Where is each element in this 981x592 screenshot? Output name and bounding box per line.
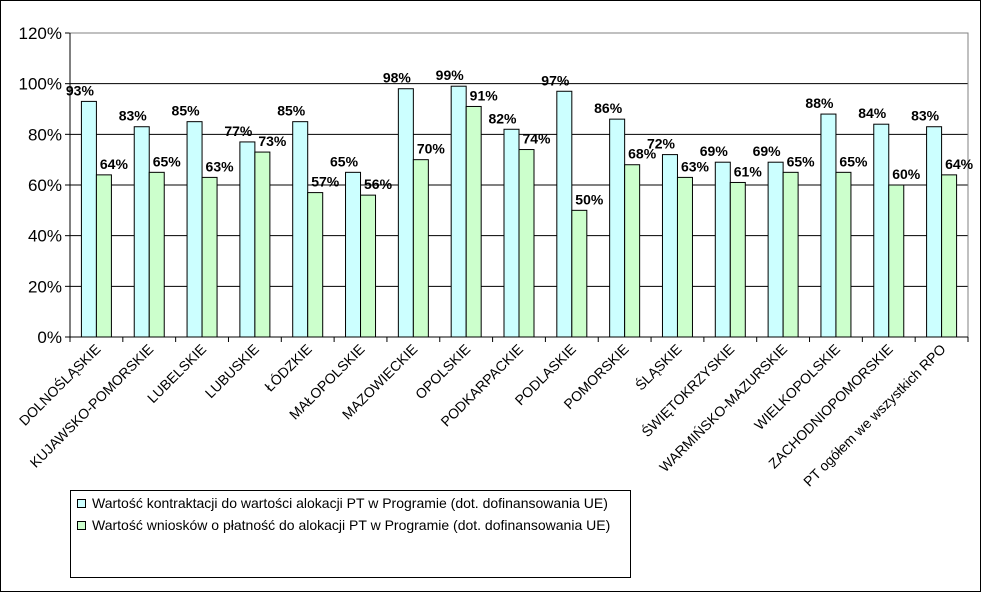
bar-payment-requests (676, 176, 693, 338)
bar-payment-requests (412, 159, 429, 338)
bar-payment-requests (571, 209, 588, 338)
bar-payment-requests (307, 192, 324, 338)
bar-contracting (609, 118, 626, 338)
legend-label-payment-requests: Wartość wniosków o płatność do alokacji … (92, 517, 611, 533)
data-label-contracting: 88% (805, 95, 834, 111)
y-tick-label: 40% (28, 227, 62, 246)
data-label-contracting: 69% (700, 143, 729, 159)
bar-payment-requests (782, 171, 799, 338)
data-label-payment-requests: 61% (734, 163, 763, 179)
data-label-contracting: 85% (277, 103, 306, 119)
data-label-contracting: 99% (436, 67, 465, 83)
legend-label-contracting: Wartość kontraktacji do wartości alokacj… (92, 495, 608, 511)
bar-contracting (503, 128, 520, 338)
bar-contracting (292, 121, 309, 338)
data-label-payment-requests: 68% (628, 146, 657, 162)
data-label-payment-requests: 57% (311, 174, 340, 190)
bar-payment-requests (254, 151, 271, 338)
data-label-contracting: 93% (66, 82, 95, 98)
bar-contracting (661, 154, 678, 338)
data-label-contracting: 72% (647, 136, 676, 152)
x-tick-label: ŚLĄSKIE (631, 340, 684, 393)
data-label-payment-requests: 74% (522, 131, 551, 147)
data-label-payment-requests: 60% (892, 166, 921, 182)
bar-contracting (186, 121, 203, 338)
bar-contracting (345, 171, 362, 338)
bar-payment-requests (148, 171, 165, 338)
data-label-payment-requests: 56% (364, 176, 393, 192)
data-label-payment-requests: 64% (100, 156, 129, 172)
data-label-payment-requests: 50% (575, 191, 604, 207)
legend-swatch-contracting (77, 499, 86, 508)
legend-swatch-payment-requests (77, 521, 86, 530)
bar-contracting (133, 126, 150, 338)
data-label-payment-requests: 73% (258, 133, 287, 149)
legend: Wartość kontraktacji do wartości alokacj… (70, 490, 631, 578)
bar-contracting (239, 141, 256, 338)
bar-payment-requests (835, 171, 852, 338)
data-label-payment-requests: 70% (417, 141, 446, 157)
bar-contracting (450, 85, 467, 338)
bar-payment-requests (888, 184, 905, 338)
bar-contracting (820, 113, 837, 338)
legend-item-payment-requests: Wartość wniosków o płatność do alokacji … (77, 516, 624, 535)
bar-contracting (926, 126, 943, 338)
bar-payment-requests (624, 164, 641, 338)
bar-payment-requests (518, 149, 535, 338)
bar-payment-requests (729, 181, 746, 338)
data-label-contracting: 82% (488, 110, 517, 126)
data-label-payment-requests: 65% (787, 153, 816, 169)
x-tick-label: ŚWIĘTOKRZYSKIE (638, 340, 738, 440)
data-label-contracting: 83% (119, 108, 148, 124)
bar-payment-requests (95, 174, 112, 338)
data-label-contracting: 84% (858, 105, 887, 121)
bar-contracting (767, 161, 784, 338)
bar-payment-requests (465, 105, 482, 338)
data-label-contracting: 77% (224, 123, 253, 139)
x-tick-label: LUBUSKIE (202, 341, 262, 401)
bar-contracting (873, 123, 890, 338)
bar-payment-requests (941, 174, 958, 338)
y-tick-label: 0% (37, 328, 62, 347)
x-tick-label: ŁÓDZKIE (261, 341, 315, 395)
y-tick-label: 60% (28, 176, 62, 195)
y-tick-label: 120% (19, 24, 62, 43)
data-label-payment-requests: 91% (470, 87, 499, 103)
data-label-contracting: 85% (172, 103, 201, 119)
bar-contracting (556, 90, 573, 338)
data-label-payment-requests: 64% (945, 156, 974, 172)
data-label-payment-requests: 65% (839, 153, 868, 169)
data-label-contracting: 98% (383, 70, 412, 86)
bar-contracting (80, 100, 97, 338)
y-tick-label: 100% (19, 75, 62, 94)
bar-contracting (397, 88, 414, 338)
legend-item-contracting: Wartość kontraktacji do wartości alokacj… (77, 494, 624, 513)
data-label-contracting: 97% (541, 72, 570, 88)
data-label-contracting: 65% (330, 153, 359, 169)
bar-contracting (714, 161, 731, 338)
bar-payment-requests (360, 194, 377, 338)
data-label-contracting: 86% (594, 100, 623, 116)
data-label-payment-requests: 63% (681, 158, 710, 174)
y-tick-label: 20% (28, 277, 62, 296)
bar-payment-requests (201, 176, 218, 338)
data-label-contracting: 69% (753, 143, 782, 159)
data-label-payment-requests: 65% (153, 153, 182, 169)
y-tick-label: 80% (28, 125, 62, 144)
data-label-contracting: 83% (911, 108, 940, 124)
data-label-payment-requests: 63% (206, 158, 235, 174)
